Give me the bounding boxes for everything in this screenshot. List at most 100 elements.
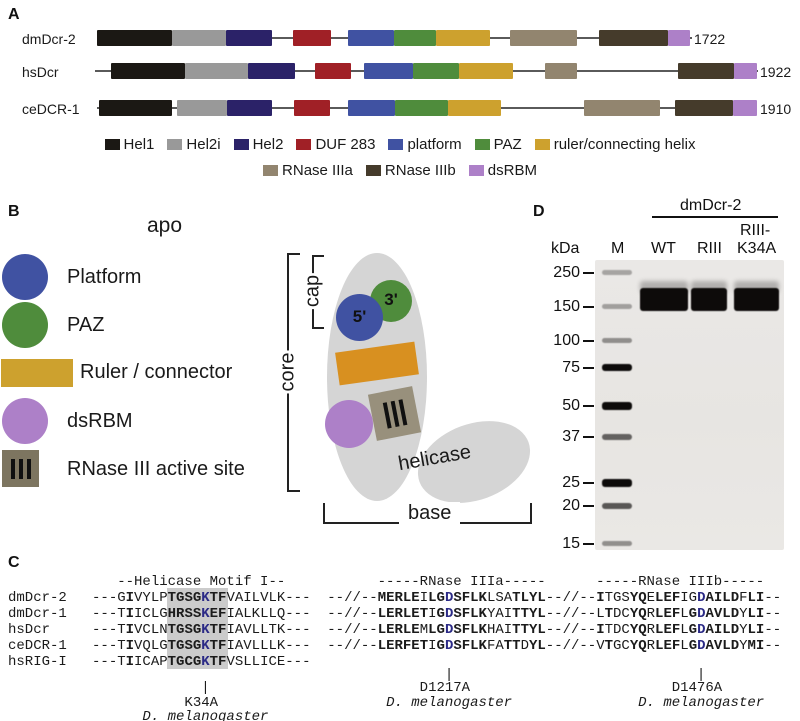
panel-b-legend-label: PAZ: [67, 314, 105, 336]
sequence-segment: --: [764, 590, 782, 606]
sequence-segment: MI: [747, 638, 765, 654]
sequence-segment: LEF: [655, 606, 681, 622]
alignment-line-5: hsRIG-I ---TIICAPTGCGKTFVSLLICE---: [8, 654, 310, 670]
sequence-segment: ---T: [92, 606, 126, 622]
sequence-segment: SFLK: [453, 622, 487, 638]
mutated-residue: K: [201, 638, 210, 654]
sequence-segment: L: [596, 606, 605, 622]
sequence-segment: F: [739, 590, 748, 606]
apo-label: apo: [147, 214, 183, 237]
domain-rnase3b: [599, 30, 668, 46]
sequence-segment: ICAP: [134, 654, 168, 670]
sequence-segment: TGSG: [167, 638, 202, 654]
three-prime-label: 3': [384, 290, 398, 309]
mutated-residue: D: [444, 590, 454, 606]
sequence-segment: EF: [209, 606, 227, 622]
legend-swatch-hel1: [104, 139, 120, 150]
sequence-segment: I: [428, 606, 437, 622]
sequence-segment: R: [646, 622, 656, 638]
sequence-segment: Y: [739, 638, 748, 654]
sequence-segment: LI: [747, 622, 765, 638]
domain-hel2i: [185, 63, 248, 79]
kda-marker-tick: [583, 306, 594, 308]
marker-band: [602, 434, 632, 440]
marker-band: [602, 304, 632, 309]
sequence-segment: AVLD: [705, 638, 740, 654]
kda-marker-label: 250: [553, 264, 580, 281]
legend-label: DUF 283: [315, 136, 376, 153]
mutated-residue: D: [697, 590, 706, 606]
legend-swatch-rnase3a: [263, 165, 279, 176]
sequence-segment: TF: [209, 654, 227, 670]
protein-name: ceDCR-1: [22, 101, 80, 117]
legend-label: Hel2i: [186, 136, 221, 153]
mutated-residue: K: [201, 654, 210, 670]
legend-label: ruler/connecting helix: [553, 136, 696, 153]
sequence-segment: D. melanogaster: [142, 709, 269, 721]
legend-item-hel2i: Hel2i: [167, 136, 221, 153]
legend-item-dsrbm: dsRBM: [468, 162, 537, 179]
sequence-segment: I: [125, 638, 135, 654]
sequence-segment: --//--: [545, 606, 597, 622]
sequence-segment: T: [604, 638, 614, 654]
sequence-segment: I: [596, 622, 605, 638]
sequence-segment: ---T: [92, 654, 126, 670]
sequence-segment: LERLE: [377, 622, 420, 638]
sequence-segment: dmDcr-1: [8, 606, 93, 622]
sequence-segment: --: [764, 606, 782, 622]
sequence-segment: LI: [747, 606, 765, 622]
kda-marker-tick: [583, 482, 594, 484]
sequence-segment: IAVLLLK--- --//--: [226, 638, 378, 654]
domain-paz: [413, 63, 459, 79]
legend-swatch-paz: [474, 139, 490, 150]
alignment-line-3: hsDcr ---TIVCLNTGSGKTFIAVLLTK--- --//--L…: [8, 622, 781, 638]
panel-b-letter: B: [8, 203, 20, 220]
sequence-segment: TGS: [604, 590, 630, 606]
legend-item-ruler: ruler/connecting helix: [534, 136, 696, 153]
legend-square-iii-rnase_site: [2, 450, 39, 487]
rnase-iii-bars-icon: [368, 386, 421, 441]
panel-d-letter: D: [533, 203, 545, 220]
alignment-line-6: | |: [8, 667, 705, 683]
sequence-segment: --: [764, 638, 782, 654]
sequence-segment: SFLK: [453, 590, 487, 606]
sequence-segment: IAVLLTK--- --//--: [226, 622, 378, 638]
legend-item-hel1: Hel1: [104, 136, 154, 153]
domain-ruler: [459, 63, 513, 79]
protein-length: 1910: [760, 101, 792, 117]
cap-label: cap: [300, 272, 326, 310]
lane-label-wt: WT: [651, 240, 676, 257]
domain-rnase3a: [584, 100, 660, 116]
sequence-segment: I: [125, 606, 135, 622]
sequence-segment: --//--: [545, 590, 597, 606]
legend-circle-dsrbm: [2, 398, 48, 444]
kda-marker-tick: [583, 272, 594, 274]
sequence-segment: G: [688, 638, 698, 654]
legend-item-rnase3b: RNase IIIb: [365, 162, 456, 179]
sequence-segment: VSLLICE---: [226, 654, 311, 670]
panel-b-legend-label: RNase III active site: [67, 458, 245, 480]
sequence-segment: YAI: [486, 606, 513, 622]
sequence-segment: SFLK: [453, 638, 487, 654]
domain-dsrbm: [734, 63, 757, 79]
sequence-segment: G: [436, 638, 445, 654]
domain-paz: [394, 30, 436, 46]
five-prime-label: 5': [352, 307, 367, 326]
legend-swatch-duf283: [296, 139, 312, 150]
sequence-segment: YQ: [629, 622, 647, 638]
legend-swatch-platform: [388, 139, 404, 150]
sequence-segment: ICLG: [134, 606, 168, 622]
sequence-segment: I: [125, 622, 135, 638]
alignment-line-0: --Helicase Motif I-- -----RNase IIIa----…: [8, 574, 764, 590]
panel-b-legend-label: Platform: [67, 266, 142, 288]
legend-label: dsRBM: [487, 162, 537, 179]
domain-ruler: [448, 100, 501, 116]
sequence-segment: ---T: [92, 622, 126, 638]
sequence-segment: I: [428, 638, 437, 654]
legend-item-duf283: DUF 283: [296, 136, 375, 153]
sequence-segment: D. melanogaster: [386, 695, 513, 711]
protein-length: 1722: [694, 31, 726, 47]
sequence-segment: R: [646, 606, 656, 622]
lane-label-riii-k34a-bottom: K34A: [737, 240, 777, 257]
